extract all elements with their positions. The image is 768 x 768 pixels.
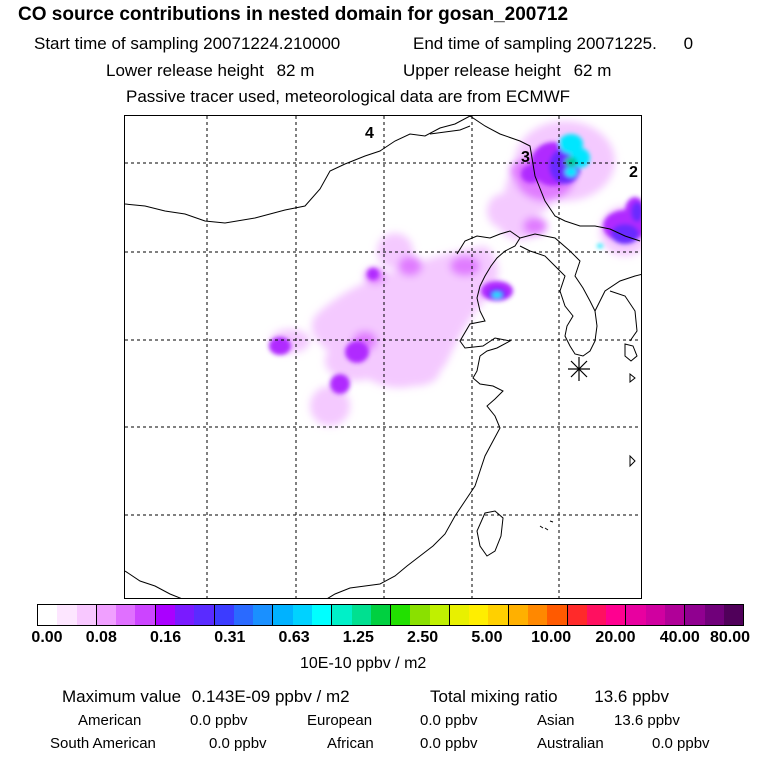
start-time-value: 20071224.210000 bbox=[203, 34, 341, 53]
end-time-extra: 0 bbox=[683, 34, 694, 53]
colorbar-segment bbox=[116, 605, 136, 625]
colorbar-segment bbox=[155, 605, 175, 625]
tracer-cores bbox=[269, 134, 641, 394]
region-australian-value: 0.0 ppbv bbox=[652, 735, 710, 752]
colorbar-segment bbox=[233, 605, 254, 625]
colorbar-segment bbox=[469, 605, 489, 625]
colorbar-segment bbox=[57, 605, 77, 625]
colorbar-segment bbox=[135, 605, 156, 625]
region-american-value: 0.0 ppbv bbox=[190, 712, 248, 729]
colorbar-tick-label: 0.63 bbox=[278, 629, 310, 646]
end-time-label: End time of sampling bbox=[413, 34, 572, 53]
map-canvas bbox=[125, 116, 641, 598]
region-european-value: 0.0 ppbv bbox=[420, 712, 478, 729]
region-american-label: American bbox=[78, 712, 142, 729]
colorbar-tick-label: 0.16 bbox=[149, 629, 182, 646]
lower-release-height: Lower release height 82 m bbox=[106, 61, 314, 81]
colorbar-units: 10E-10 ppbv / m2 bbox=[300, 655, 427, 672]
colorbar-segment bbox=[391, 605, 411, 625]
upper-release-value: 62 m bbox=[573, 61, 612, 80]
plot-title: CO source contributions in nested domain… bbox=[18, 4, 569, 25]
colorbar-segment bbox=[723, 605, 744, 625]
colorbar-tick-label: 40.00 bbox=[659, 629, 700, 646]
colorbar-segment bbox=[351, 605, 371, 625]
colorbar-tick-label: 20.00 bbox=[595, 629, 636, 646]
lower-release-label: Lower release height bbox=[106, 61, 264, 80]
colorbar-segment bbox=[488, 605, 509, 625]
tracer-note: Passive tracer used, meteorological data… bbox=[126, 87, 571, 106]
colorbar-segment bbox=[685, 605, 705, 625]
colorbar-segment bbox=[332, 605, 352, 625]
colorbar-tick-label: 2.50 bbox=[407, 629, 439, 646]
colorbar-tick-label: 80.00 bbox=[709, 629, 751, 646]
colorbar-segment bbox=[704, 605, 724, 625]
receptor-marker-icon bbox=[568, 357, 590, 381]
total-mixing-value: 13.6 ppbv bbox=[594, 687, 669, 706]
lower-release-value: 82 m bbox=[276, 61, 315, 80]
total-mixing-ratio: Total mixing ratio 13.6 ppbv bbox=[430, 687, 669, 707]
colorbar-segment bbox=[645, 605, 665, 625]
region-asian-label: Asian bbox=[537, 712, 575, 729]
colorbar-tick-label: 0.00 bbox=[31, 629, 63, 646]
colorbar-segment bbox=[253, 605, 274, 625]
colorbar-segment bbox=[370, 605, 392, 625]
colorbar-segment bbox=[626, 605, 646, 625]
colorbar-segment bbox=[508, 605, 529, 625]
colorbar-segment bbox=[38, 605, 58, 625]
end-time: End time of sampling 20071225. 0 bbox=[413, 34, 693, 54]
max-value-number: 0.143E-09 ppbv / m2 bbox=[191, 687, 350, 706]
region-australian-label: Australian bbox=[537, 735, 604, 752]
colorbar-segment bbox=[429, 605, 450, 625]
end-time-value: 20071225. bbox=[576, 34, 657, 53]
colorbar-tick-label: 0.31 bbox=[214, 629, 246, 646]
colorbar-segment bbox=[665, 605, 686, 625]
colorbar-tick-label: 0.08 bbox=[85, 629, 117, 646]
colorbar-tick-label: 1.25 bbox=[342, 629, 374, 646]
colorbar bbox=[37, 604, 744, 626]
colorbar-segment bbox=[586, 605, 607, 625]
colorbar-tick-label: 10.00 bbox=[531, 629, 572, 646]
region-european-label: European bbox=[307, 712, 373, 729]
colorbar-segment bbox=[449, 605, 470, 625]
map-point-label: 2 bbox=[629, 164, 638, 181]
colorbar-segment bbox=[76, 605, 97, 625]
colorbar-segment bbox=[567, 605, 587, 625]
colorbar-segment bbox=[214, 605, 234, 625]
region-south-american-label: South American bbox=[50, 735, 156, 752]
region-african-value: 0.0 ppbv bbox=[420, 735, 478, 752]
colorbar-segment bbox=[606, 605, 627, 625]
max-value: Maximum value 0.143E-09 ppbv / m2 bbox=[62, 687, 350, 707]
map-point-label: 3 bbox=[521, 149, 530, 166]
max-value-label: Maximum value bbox=[62, 687, 182, 706]
upper-release-label: Upper release height bbox=[403, 61, 561, 80]
colorbar-segment bbox=[547, 605, 568, 625]
coastlines bbox=[125, 116, 641, 598]
start-time: Start time of sampling 20071224.210000 bbox=[34, 34, 340, 54]
colorbar-tick-label: 5.00 bbox=[471, 629, 503, 646]
region-african-label: African bbox=[327, 735, 374, 752]
map-point-label: 4 bbox=[365, 125, 374, 142]
tracer-plume bbox=[270, 121, 641, 426]
colorbar-segment bbox=[528, 605, 548, 625]
colorbar-segment bbox=[96, 605, 117, 625]
colorbar-segment bbox=[311, 605, 333, 625]
upper-release-height: Upper release height 62 m bbox=[403, 61, 611, 81]
region-south-american-value: 0.0 ppbv bbox=[209, 735, 267, 752]
colorbar-segment bbox=[273, 605, 293, 625]
start-time-label: Start time of sampling bbox=[34, 34, 199, 53]
colorbar-segment bbox=[410, 605, 430, 625]
colorbar-segment bbox=[174, 605, 195, 625]
colorbar-segment bbox=[194, 605, 215, 625]
colorbar-segment bbox=[292, 605, 312, 625]
map-panel: 4 3 2 bbox=[124, 115, 642, 599]
grid-lines bbox=[125, 116, 641, 598]
region-asian-value: 13.6 ppbv bbox=[614, 712, 680, 729]
total-mixing-label: Total mixing ratio bbox=[430, 687, 558, 706]
